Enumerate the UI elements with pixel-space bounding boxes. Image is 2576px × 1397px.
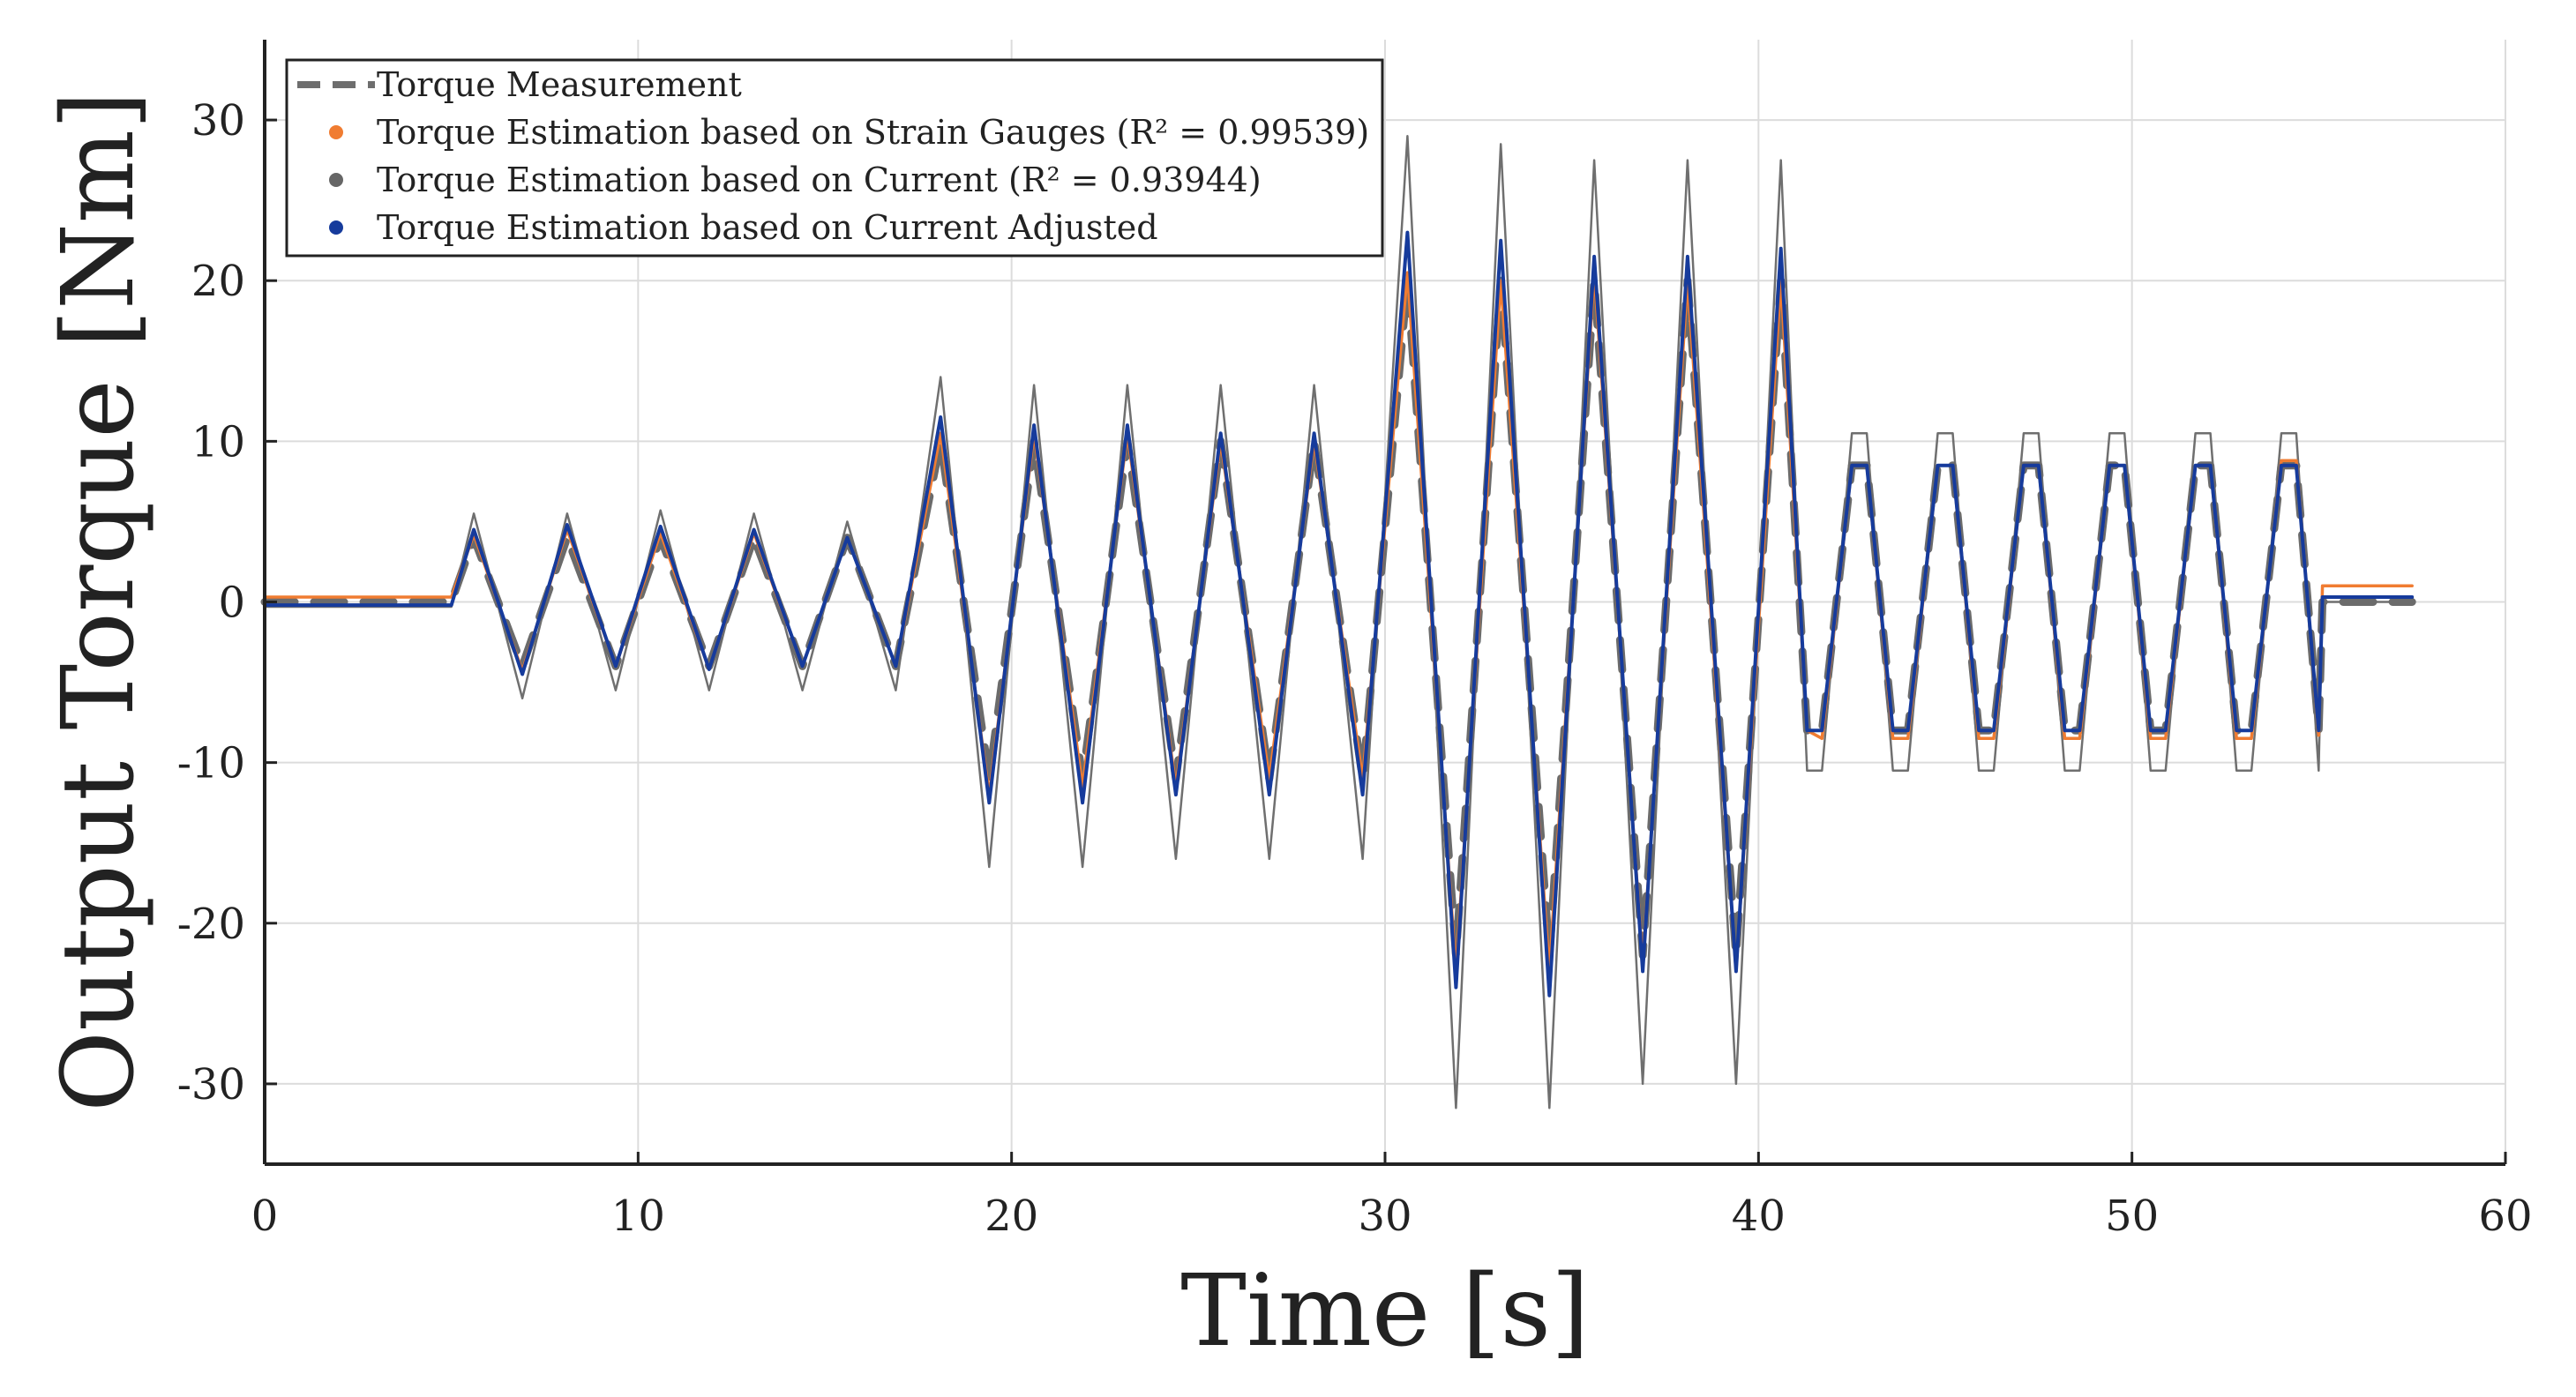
x-tick-label: 10 [611,1192,665,1241]
y-tick-label: 10 [191,417,245,467]
y-tick-label: -10 [177,739,245,788]
y-tick-label: 20 [191,257,245,306]
legend-dot-marker [329,125,343,139]
x-tick-label: 0 [251,1192,279,1241]
legend-label: Torque Estimation based on Current Adjus… [377,208,1158,247]
x-axis-title: Time [s] [1180,1254,1589,1369]
series-current-adjusted [263,230,2415,997]
x-tick-label: 60 [2478,1192,2532,1241]
legend-label: Torque Estimation based on Current (R² =… [377,161,1262,199]
legend-label: Torque Measurement [377,65,742,104]
y-tick-label: -30 [177,1060,245,1109]
grid [265,40,2506,1164]
legend: Torque Measurement Torque Estimation base… [285,58,1384,258]
x-tick-label: 40 [1732,1192,1786,1241]
x-tick-label: 50 [2105,1192,2159,1241]
legend-box [285,58,1384,258]
y-tick-label: 30 [191,96,245,146]
y-tick-label: 0 [218,579,245,628]
y-axis-title: Output Torque [Nm] [41,91,156,1112]
legend-dot-marker [329,220,343,235]
x-tick-label: 20 [985,1192,1038,1241]
legend-label: Torque Estimation based on Strain Gauges… [377,113,1369,152]
x-tick-label: 30 [1358,1192,1412,1241]
tick-labels: 0 10 20 30 40 50 60 30 20 10 0 -10 -20 -30 [177,96,2533,1241]
y-tick-label: -20 [177,900,245,949]
plot-series [260,135,2416,1109]
legend-dot-marker [329,173,343,187]
